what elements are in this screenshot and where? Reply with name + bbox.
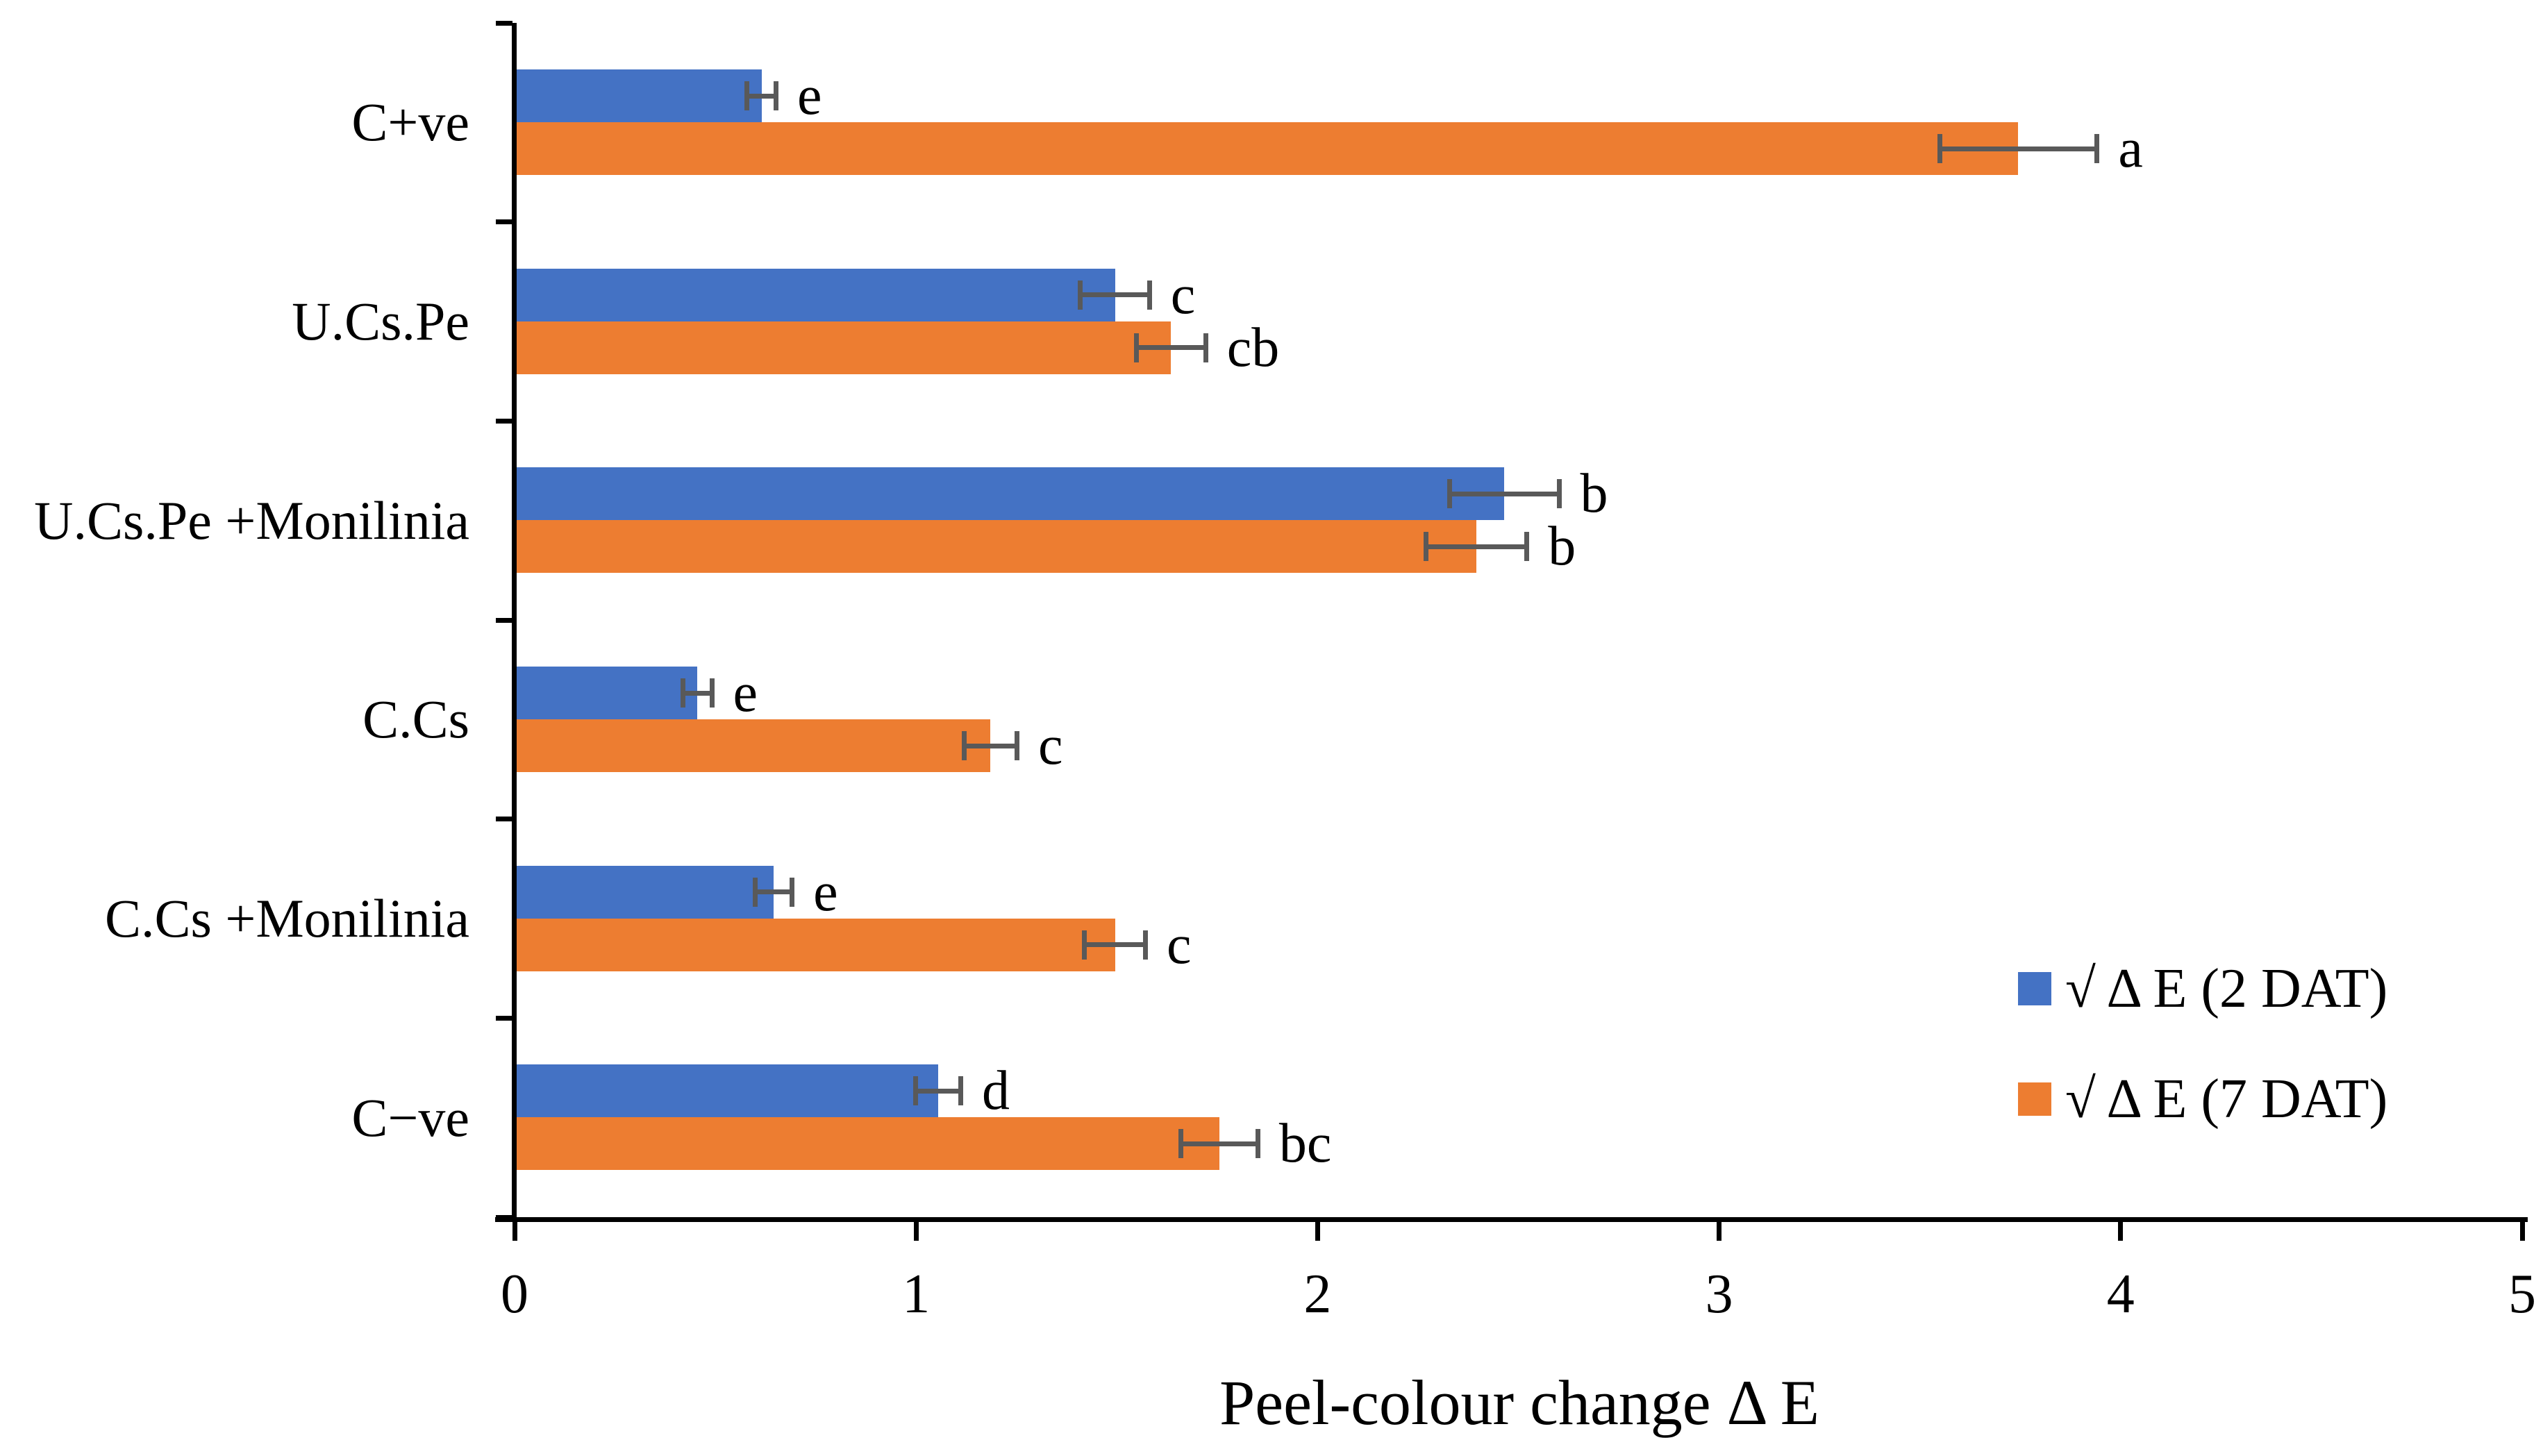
error-cap-right-series2-cat1 [2094,134,2100,163]
bar-series2-cat3 [517,520,1476,574]
significance-letter-series1-cat5: e [813,861,838,923]
bar-series1-cat4 [517,667,698,719]
bar-series1-cat5 [517,865,774,919]
error-cap-left-series1-cat5 [752,877,758,907]
significance-letter-series1-cat4: e [733,662,758,723]
error-cap-left-series1-cat4 [680,678,685,708]
significance-letter-series2-cat1: a [2118,118,2143,179]
x-axis-tick-1 [913,1222,919,1241]
significance-letter-series1-cat1: e [797,65,822,126]
legend-entry-2dat: √ Δ E (2 DAT) [2018,961,2387,1016]
error-bar-series2-cat6 [1183,1141,1256,1146]
significance-letter-series1-cat6: d [982,1060,1010,1122]
significance-letter-series2-cat2: cb [1226,317,1280,378]
bar-series2-cat1 [517,122,2019,175]
x-axis-line [495,1217,2528,1222]
significance-letter-series2-cat3: b [1548,516,1576,578]
error-cap-right-series1-cat4 [709,678,715,708]
y-axis-boundary-tick-0 [495,20,512,26]
x-axis-tick-label-4: 4 [2106,1264,2135,1325]
bar-series2-cat4 [517,719,991,772]
error-bar-series1-cat6 [918,1088,958,1094]
legend-entry-7dat: √ Δ E (7 DAT) [2018,1071,2387,1127]
y-axis-boundary-tick-1 [495,219,512,225]
y-axis-boundary-tick-4 [495,817,512,822]
bar-series2-cat6 [517,1117,1219,1171]
error-cap-left-series2-cat1 [1937,134,1942,163]
x-axis-tick-5 [2519,1222,2525,1241]
error-cap-right-series1-cat1 [774,81,779,110]
error-bar-series2-cat3 [1428,544,1525,549]
error-bar-series2-cat5 [1087,942,1143,948]
bar-series1-cat1 [517,69,762,122]
error-cap-right-series1-cat2 [1147,280,1152,310]
x-axis-tick-label-5: 5 [2508,1264,2536,1325]
category-label-6: C−ve [351,1087,469,1148]
x-axis-tick-label-1: 1 [902,1264,931,1325]
error-cap-right-series2-cat3 [1524,532,1530,562]
error-cap-left-series1-cat3 [1447,479,1453,509]
bar-series1-cat6 [517,1064,939,1118]
error-cap-left-series2-cat5 [1082,930,1087,960]
bar-series2-cat5 [517,918,1115,971]
error-bar-series1-cat5 [757,889,790,895]
error-cap-right-series1-cat3 [1556,479,1562,509]
x-axis-tick-label-3: 3 [1705,1264,1733,1325]
error-cap-right-series1-cat5 [790,877,795,907]
legend-label-2dat: √ Δ E (2 DAT) [2065,958,2388,1019]
error-cap-right-series1-cat6 [958,1076,964,1106]
error-cap-left-series2-cat2 [1134,333,1140,362]
error-bar-series2-cat1 [1942,146,2095,151]
legend-swatch-7dat [2018,1082,2051,1116]
error-cap-left-series1-cat2 [1078,280,1083,310]
error-bar-series1-cat3 [1452,491,1557,496]
bar-series1-cat3 [517,467,1505,521]
legend: √ Δ E (2 DAT) √ Δ E (7 DAT) [2018,961,2387,1193]
y-axis-boundary-tick-5 [495,1015,512,1021]
error-cap-right-series2-cat4 [1014,731,1019,760]
error-bar-series1-cat2 [1083,292,1147,298]
category-label-4: C.Cs [362,689,469,750]
error-cap-left-series2-cat3 [1423,532,1428,562]
x-axis-tick-label-0: 0 [501,1264,528,1325]
x-axis-tick-2 [1315,1222,1320,1241]
x-axis-tick-0 [512,1222,517,1241]
y-axis-line [512,23,517,1222]
error-bar-series2-cat2 [1139,345,1203,351]
category-label-2: U.Cs.Pe [292,291,469,351]
x-axis-tick-3 [1717,1222,1722,1241]
error-cap-right-series2-cat2 [1203,333,1208,362]
error-bar-series2-cat4 [966,743,1015,748]
legend-label-7dat: √ Δ E (7 DAT) [2065,1069,2388,1130]
bar-series1-cat2 [517,268,1115,321]
error-cap-left-series2-cat4 [961,731,967,760]
error-cap-right-series2-cat6 [1255,1129,1260,1159]
error-cap-left-series2-cat6 [1178,1129,1183,1159]
y-axis-boundary-tick-2 [495,418,512,424]
x-axis-tick-label-2: 2 [1303,1264,1332,1325]
y-axis-boundary-tick-3 [495,617,512,623]
error-bar-series1-cat1 [749,93,774,99]
category-label-5: C.Cs +Monilinia [104,888,469,948]
significance-letter-series1-cat3: b [1580,463,1608,525]
significance-letter-series2-cat5: c [1166,914,1192,976]
significance-letter-series1-cat2: c [1170,264,1196,326]
x-axis-tick-4 [2118,1222,2124,1241]
legend-swatch-2dat [2018,972,2051,1005]
category-label-1: C+ve [351,92,469,153]
significance-letter-series2-cat4: c [1037,715,1063,776]
error-cap-left-series1-cat6 [913,1076,919,1106]
bar-series2-cat2 [517,321,1172,374]
x-axis-title: Peel-colour change Δ E [1219,1367,1819,1438]
error-cap-right-series2-cat5 [1142,930,1148,960]
error-bar-series1-cat4 [685,690,710,696]
significance-letter-series2-cat6: bc [1278,1113,1332,1175]
category-label-3: U.Cs.Pe +Monilinia [34,489,469,551]
error-cap-left-series1-cat1 [744,81,750,110]
